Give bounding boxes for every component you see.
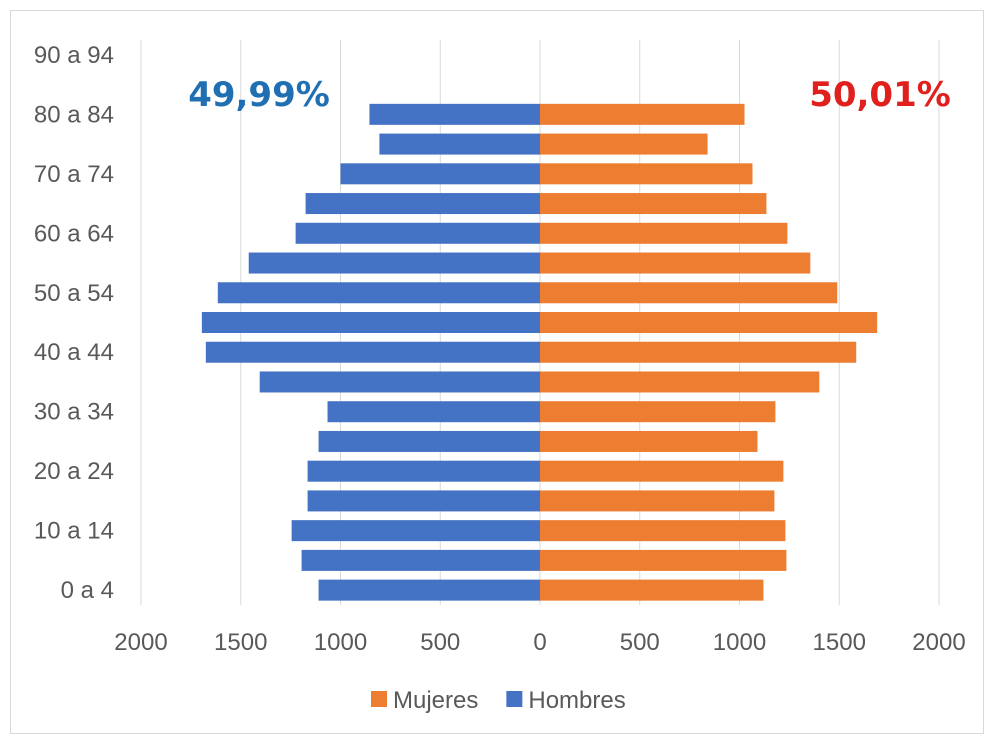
- bar-hombres-70-a-74: [340, 163, 540, 185]
- bar-mujeres-20-a-24: [540, 460, 784, 482]
- bar-mujeres-25-a-29: [540, 430, 758, 452]
- x-tick-label: 1000: [314, 629, 367, 656]
- legend-swatch-hombres: [506, 691, 523, 707]
- y-tick-label: 0 a 4: [61, 577, 114, 604]
- bar-mujeres-15-a-19: [540, 490, 775, 512]
- bar-mujeres-40-a-44: [540, 341, 857, 363]
- bar-mujeres-35-a-39: [540, 371, 820, 393]
- bar-mujeres-45-a-49: [540, 312, 878, 333]
- y-tick-label: 10 a 14: [34, 518, 114, 545]
- bar-hombres-45-a-49: [201, 312, 540, 333]
- x-tick-label: 1500: [214, 629, 267, 656]
- annotation-left-percentage: 49,99%: [188, 75, 330, 115]
- bar-mujeres-50-a-54: [540, 282, 838, 304]
- bar-hombres-20-a-24: [307, 460, 540, 482]
- legend-swatch-mujeres: [371, 691, 387, 707]
- x-tick-label: 1500: [813, 629, 866, 656]
- x-tick-label: 500: [420, 629, 460, 656]
- x-axis-labels: 2000 1500 1000 500 0 500 1000 1500 2000: [114, 629, 965, 656]
- bar-hombres-35-a-39: [259, 371, 540, 393]
- legend-label-mujeres: Mujeres: [393, 687, 478, 714]
- bar-mujeres-80-a-84: [540, 103, 745, 125]
- x-tick-label: 2000: [912, 629, 965, 656]
- bar-hombres-80-a-84: [369, 103, 540, 125]
- y-tick-label: 30 a 34: [34, 399, 114, 426]
- legend: Mujeres Hombres: [371, 687, 626, 714]
- y-axis-labels: 0 a 4 10 a 14 20 a 24 30 a 34 40 a 44 50 a 54…: [34, 42, 114, 604]
- bar-mujeres-60-a-64: [540, 222, 788, 244]
- bar-mujeres-55-a-59: [540, 252, 811, 274]
- annotation-right-percentage: 50,01%: [809, 75, 951, 115]
- x-tick-label: 500: [620, 629, 660, 656]
- x-tick-label: 1000: [713, 629, 766, 656]
- y-tick-label: 70 a 74: [34, 161, 114, 188]
- y-tick-label: 50 a 54: [34, 280, 114, 307]
- x-tick-label: 0: [533, 629, 546, 656]
- legend-label-hombres: Hombres: [528, 687, 625, 714]
- bar-hombres-50-a-54: [217, 282, 540, 304]
- bar-mujeres-10-a-14: [540, 520, 786, 542]
- bar-hombres-65-a-69: [305, 193, 540, 215]
- y-tick-label: 90 a 94: [34, 42, 114, 69]
- bar-hombres-30-a-34: [327, 401, 540, 423]
- y-tick-label: 20 a 24: [34, 458, 114, 485]
- y-tick-label: 40 a 44: [34, 339, 114, 366]
- bar-hombres-25-a-29: [318, 430, 540, 452]
- bar-hombres-40-a-44: [205, 341, 540, 363]
- bar-hombres-60-a-64: [295, 222, 540, 244]
- chart-frame: [10, 10, 984, 734]
- bar-mujeres-70-a-74: [540, 163, 753, 185]
- y-tick-label: 80 a 84: [34, 101, 114, 128]
- bar-hombres-15-a-19: [307, 490, 540, 512]
- x-tick-label: 2000: [114, 629, 167, 656]
- bar-mujeres-75-a-79: [540, 133, 708, 155]
- bar-mujeres-30-a-34: [540, 401, 776, 423]
- bar-hombres-5-a-9: [301, 549, 540, 571]
- bars: [201, 103, 878, 601]
- bar-hombres-0-a-4: [318, 579, 540, 601]
- bar-hombres-55-a-59: [248, 252, 541, 274]
- bar-mujeres-65-a-69: [540, 193, 767, 215]
- bar-mujeres-5-a-9: [540, 549, 787, 571]
- y-tick-label: 60 a 64: [34, 220, 114, 247]
- bar-hombres-75-a-79: [379, 133, 540, 155]
- bar-mujeres-0-a-4: [540, 579, 764, 601]
- bar-hombres-10-a-14: [291, 520, 540, 542]
